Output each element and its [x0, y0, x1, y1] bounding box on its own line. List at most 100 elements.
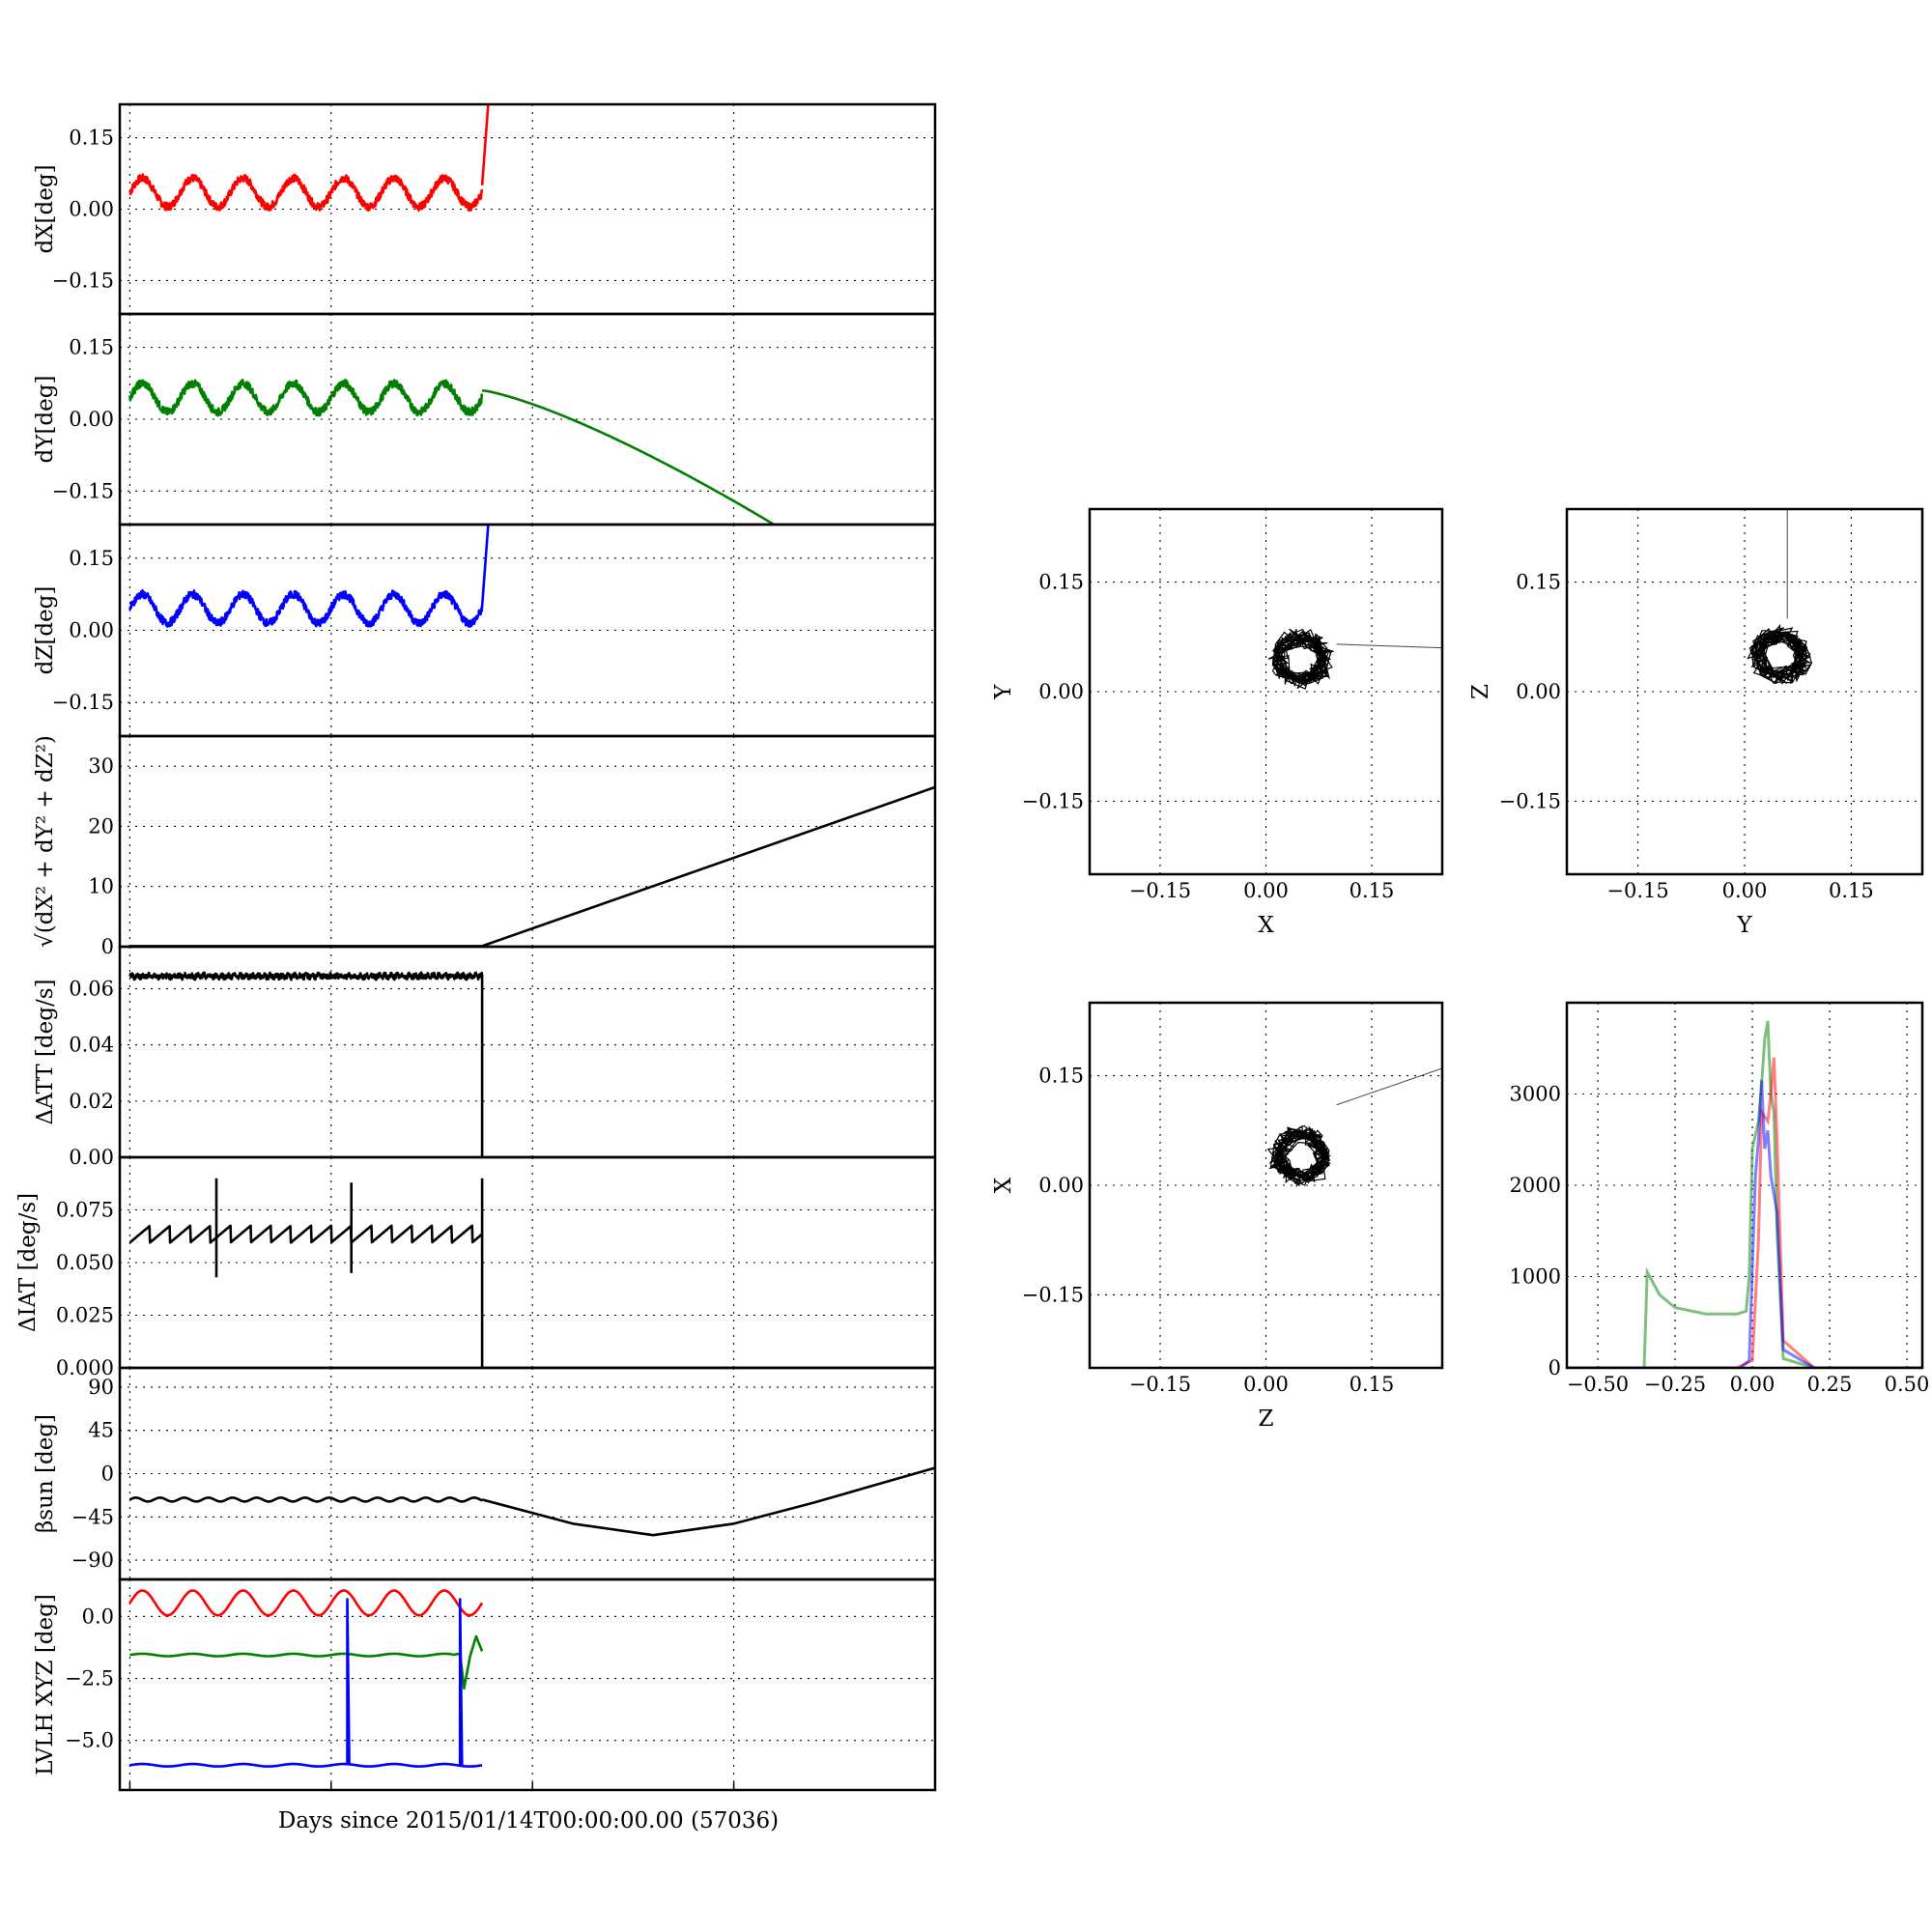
dx-panel: 0.15 0.00 −0.15 dX[deg]	[33, 102, 937, 316]
y-tick-label: 90	[88, 1376, 114, 1399]
y-axis-label: √(dX² + dY² + dZ²)	[33, 735, 58, 948]
y-tick-label: −0.15	[1022, 1283, 1084, 1306]
series-line	[346, 1598, 351, 1766]
yz-data	[1747, 509, 1813, 685]
y-tick-label: −5.0	[65, 1729, 114, 1752]
y-tick-label: 0.0	[82, 1605, 114, 1628]
axes-frame	[118, 734, 937, 949]
y-tick-label: 0.15	[1038, 571, 1084, 594]
series-line	[480, 1178, 935, 1368]
y-tick-label: −0.15	[52, 479, 114, 502]
histogram-series	[1567, 1057, 1922, 1368]
x-tick-label: 0.25	[1807, 1373, 1853, 1396]
y-axis-label: X	[991, 1177, 1016, 1193]
diat-data	[128, 1178, 935, 1368]
series-line	[480, 104, 490, 185]
y-axis-label: ΔIAT [deg/s]	[15, 1193, 41, 1332]
x-tick-label: −0.15	[1606, 879, 1668, 902]
y-tick-label: 0.00	[1516, 680, 1561, 703]
series-line	[128, 1762, 484, 1768]
trajectory	[1267, 628, 1334, 690]
x-tick-label: 0.15	[1350, 1373, 1395, 1396]
x-tick-label: 0.50	[1885, 1373, 1930, 1396]
x-tick-label: −0.15	[1129, 879, 1191, 902]
series-line	[480, 525, 490, 607]
yz-panel: 0.15 0.00 −0.15 −0.15 0.00 0.15 Y Z	[1468, 507, 1924, 938]
y-tick-label: 0.15	[1516, 571, 1561, 594]
series-line	[458, 1598, 464, 1766]
axes-frame	[1088, 507, 1444, 876]
series-line	[128, 971, 484, 981]
x-axis-label: X	[1258, 913, 1274, 938]
beta-data	[128, 1466, 935, 1537]
x-tick-label: 0.00	[1730, 1373, 1776, 1396]
xy-panel: 0.15 0.00 −0.15 −0.15 0.00 0.15 X Y	[991, 507, 1444, 938]
y-tick-label: −90	[71, 1548, 114, 1572]
axes-frame	[118, 312, 937, 526]
y-tick-label: 0.15	[69, 127, 114, 150]
y-tick-label: 0.00	[69, 619, 114, 642]
x-tick-label: −0.50	[1567, 1373, 1629, 1396]
axes-frame	[118, 1577, 937, 1792]
histogram-series	[1567, 1020, 1922, 1368]
y-tick-label: −2.5	[65, 1667, 114, 1690]
axes-frame	[118, 102, 937, 316]
y-tick-label: 0.04	[69, 1034, 114, 1057]
trajectory	[1747, 623, 1813, 685]
dz-data	[128, 525, 490, 628]
trajectory-tail	[1336, 1067, 1442, 1106]
y-tick-label: 0	[1548, 1356, 1561, 1379]
y-tick-label: 3000	[1510, 1083, 1561, 1106]
y-tick-label: −0.15	[52, 269, 114, 292]
y-tick-label: 30	[88, 754, 114, 778]
y-axis-label: Z	[1468, 684, 1493, 699]
y-axis-label: βsun [deg]	[33, 1414, 58, 1533]
series-line	[481, 389, 775, 525]
x-tick-label: 0.15	[1350, 879, 1395, 902]
y-tick-label: 0.00	[1038, 1174, 1084, 1197]
y-tick-label: 0.050	[56, 1251, 114, 1274]
y-tick-label: 20	[88, 814, 114, 838]
hist-data	[1567, 1020, 1922, 1368]
y-tick-label: 0.025	[56, 1304, 114, 1327]
series-line	[481, 1466, 935, 1537]
y-tick-label: −0.15	[52, 691, 114, 714]
y-tick-label: 0.15	[69, 336, 114, 359]
axes-frame	[118, 523, 937, 738]
series-line	[480, 975, 935, 1157]
x-axis-label: Z	[1259, 1406, 1274, 1432]
y-tick-label: 0.00	[69, 408, 114, 431]
trajectory	[1266, 1124, 1331, 1187]
axes-frame	[118, 1366, 937, 1581]
zx-panel: 0.15 0.00 −0.15 −0.15 0.00 0.15 Z X	[991, 1001, 1444, 1432]
series-line	[451, 1634, 484, 1690]
y-tick-label: 0.15	[1038, 1065, 1084, 1088]
x-tick-label: 0.15	[1829, 879, 1874, 902]
series-line	[128, 378, 484, 417]
lvlh-panel: 0.0 −2.5 −5.0 LVLH XYZ [deg]	[33, 1577, 937, 1792]
dz-panel: 0.15 0.00 −0.15 dZ[deg]	[33, 523, 937, 738]
y-axis-label: dY[deg]	[33, 376, 58, 464]
y-tick-label: 0	[101, 935, 114, 958]
series-line	[128, 1589, 484, 1617]
axes-frame	[1565, 1001, 1924, 1370]
xy-data	[1267, 628, 1442, 690]
lvlh-data	[128, 1589, 484, 1768]
series-line	[128, 1652, 453, 1658]
dy-panel: 0.15 0.00 −0.15 dY[deg]	[33, 312, 937, 526]
series-line	[128, 1224, 483, 1244]
y-tick-label: −0.15	[1499, 789, 1561, 812]
x-tick-label: 0.00	[1722, 879, 1768, 902]
dy-data	[128, 378, 775, 525]
y-tick-label: 0.06	[69, 978, 114, 1001]
y-tick-label: −45	[71, 1505, 114, 1528]
hist-panel: 3000 2000 1000 0 −0.50 −0.25 0.00 0.25 0.50	[1510, 1001, 1930, 1396]
y-tick-label: 10	[88, 875, 114, 898]
histogram-series	[1567, 1080, 1922, 1368]
x-tick-label: 0.00	[1243, 1373, 1289, 1396]
axes-frame	[1088, 1001, 1444, 1370]
y-tick-label: 0.15	[69, 547, 114, 570]
dx-data	[128, 104, 490, 213]
y-tick-label: 0.02	[69, 1090, 114, 1113]
